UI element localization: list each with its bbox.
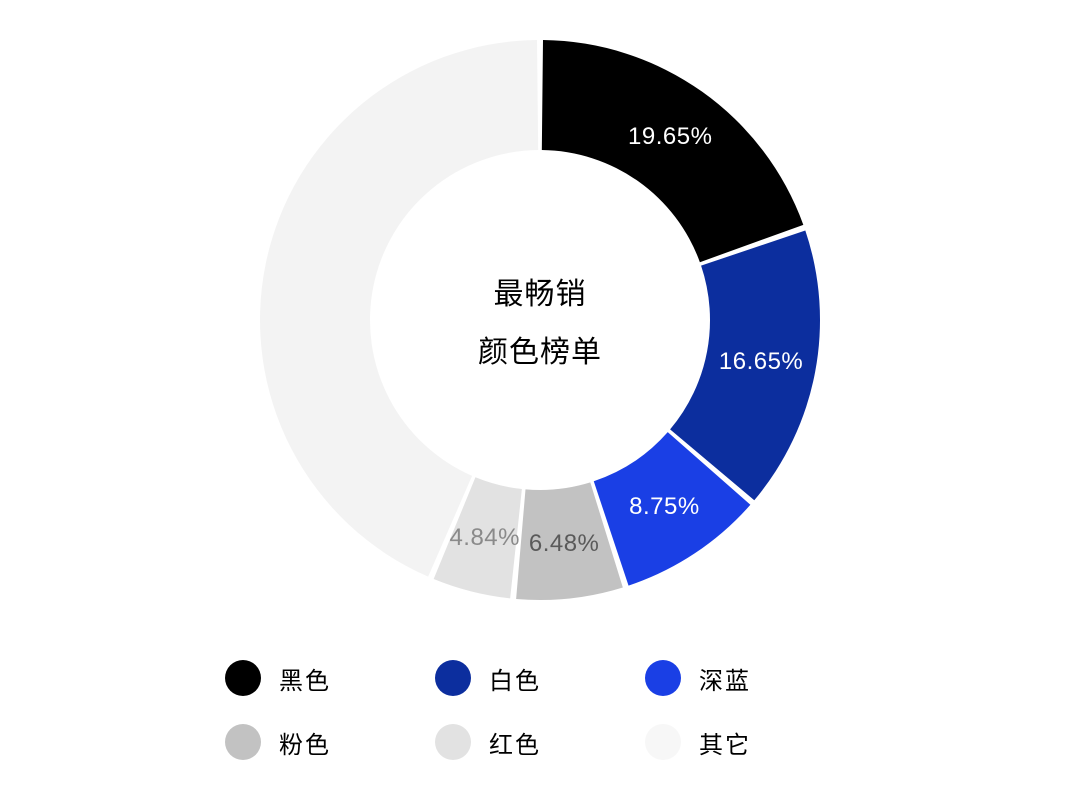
legend-label: 白色	[489, 661, 541, 696]
legend-item: 其它	[645, 724, 855, 760]
donut-chart-container: 最畅销 颜色榜单 19.65% 16.65% 8.75% 6.48% 4.84%	[0, 0, 1080, 640]
legend-dot-icon	[435, 660, 471, 696]
legend-dot-icon	[225, 660, 261, 696]
legend-item: 白色	[435, 660, 645, 696]
slice-percent-label: 16.65%	[719, 348, 803, 376]
legend-label: 其它	[699, 725, 751, 760]
legend-item: 深蓝	[645, 660, 855, 696]
slice-percent-label: 4.84%	[449, 524, 520, 552]
donut-slice	[542, 40, 804, 262]
legend-dot-icon	[225, 724, 261, 760]
legend-dot-icon	[435, 724, 471, 760]
slice-percent-label: 19.65%	[628, 123, 712, 151]
legend-item: 红色	[435, 724, 645, 760]
legend-label: 粉色	[279, 725, 331, 760]
legend-label: 黑色	[279, 661, 331, 696]
legend-dot-icon	[645, 660, 681, 696]
legend: 黑色 白色 深蓝粉色 红色 其它	[225, 660, 855, 760]
legend-dot-icon	[645, 724, 681, 760]
legend-item: 粉色	[225, 724, 435, 760]
chart-center-title-line2: 颜色榜单	[478, 327, 602, 371]
chart-center-title: 最畅销 颜色榜单	[478, 269, 602, 371]
legend-item: 黑色	[225, 660, 435, 696]
legend-label: 红色	[489, 725, 541, 760]
legend-label: 深蓝	[699, 661, 751, 696]
chart-center-title-line1: 最畅销	[478, 269, 602, 313]
slice-percent-label: 8.75%	[629, 493, 700, 521]
slice-percent-label: 6.48%	[529, 530, 600, 558]
